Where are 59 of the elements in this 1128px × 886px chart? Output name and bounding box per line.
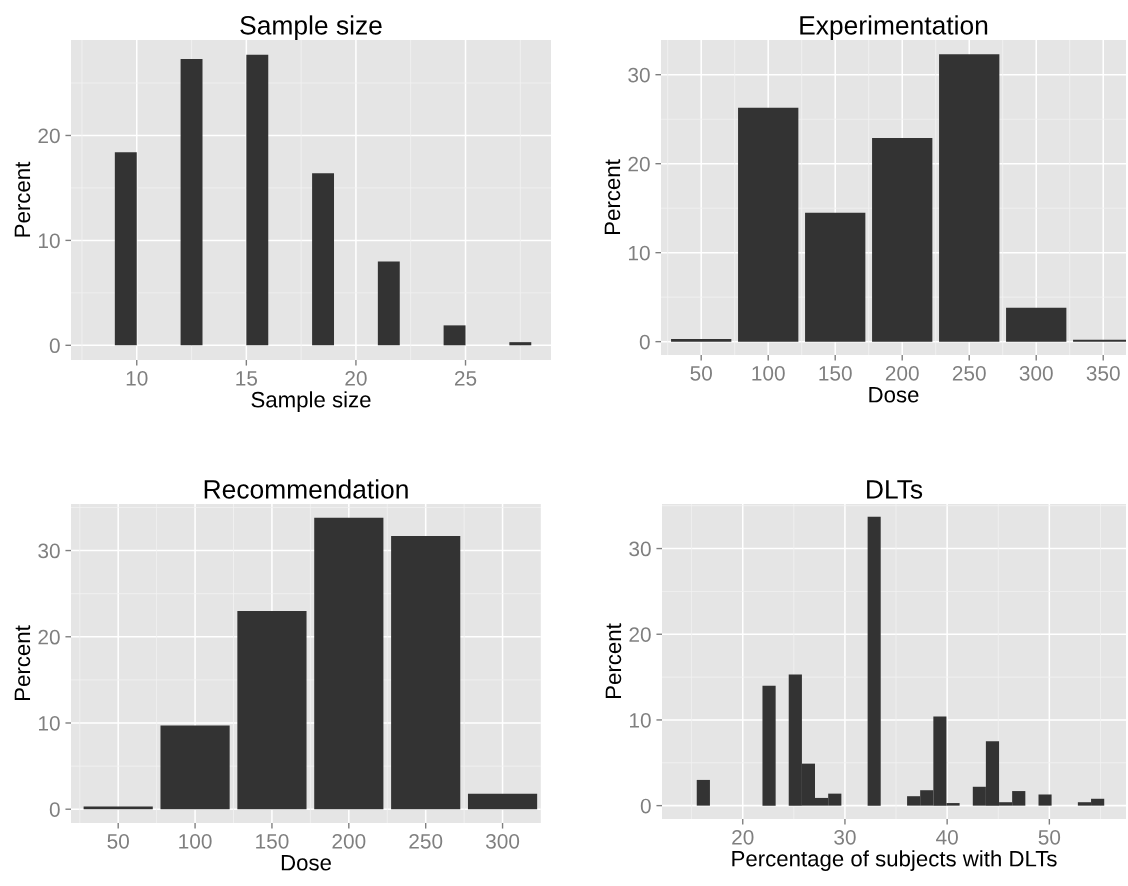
x-tick-label: 30	[834, 829, 856, 845]
y-tick-label: 0	[640, 798, 651, 814]
x-axis-title: Percentage of subjects with DLTs	[732, 850, 1057, 871]
y-tick-label: 10	[39, 233, 60, 249]
x-tick-label: 250	[409, 833, 443, 849]
y-axis-title: Percent	[14, 161, 31, 237]
chart-title: Sample size	[240, 15, 382, 40]
bar	[738, 107, 799, 342]
y-tick-label: 10	[629, 245, 650, 261]
x-tick-label: 200	[885, 365, 919, 381]
y-tick-label: 20	[38, 128, 60, 144]
bar	[671, 338, 732, 342]
y-axis-title: Percent	[14, 625, 31, 700]
x-tick-label: 200	[332, 833, 366, 849]
bar	[805, 212, 866, 342]
x-axis-title: Dose	[281, 855, 331, 871]
x-tick-label: 20	[732, 829, 754, 845]
x-tick-label: 50	[1038, 829, 1061, 845]
bar	[160, 725, 230, 810]
x-tick-label: 150	[819, 365, 852, 381]
x-tick-label: 300	[485, 833, 520, 849]
chart-title: DLTs	[867, 480, 923, 499]
bar	[467, 793, 538, 810]
y-axis-title: Percent	[605, 623, 622, 698]
y-tick-label: 20	[629, 627, 651, 642]
y-tick-label: 0	[639, 334, 650, 350]
x-tick-label: 40	[936, 829, 958, 845]
y-tick-label: 30	[629, 541, 651, 557]
x-tick-label: 50	[107, 833, 129, 849]
bar	[314, 517, 384, 810]
bar	[1006, 307, 1067, 342]
x-axis-title: Sample size	[251, 391, 371, 412]
x-tick-label: 25	[454, 370, 477, 386]
bar	[939, 54, 1000, 342]
y-tick-label: 20	[38, 629, 60, 645]
x-tick-label: 50	[690, 365, 712, 381]
x-tick-label: 20	[345, 370, 367, 386]
x-tick-label: 150	[256, 833, 289, 849]
chart-title: Recommendation	[204, 479, 408, 499]
y-tick-label: 20	[628, 156, 650, 172]
y-tick-label: 0	[49, 338, 60, 354]
x-tick-label: 100	[752, 365, 785, 381]
x-tick-label: 10	[126, 370, 148, 386]
x-tick-label: 300	[1019, 365, 1053, 381]
chart-title: Experimentation	[800, 15, 988, 40]
bar	[391, 535, 461, 810]
x-tick-label: 15	[236, 371, 258, 386]
bar	[872, 137, 933, 342]
y-tick-label: 10	[39, 715, 60, 731]
y-tick-label: 30	[628, 67, 650, 83]
x-tick-label: 350	[1086, 365, 1120, 381]
x-tick-label: 250	[952, 365, 986, 381]
y-tick-label: 30	[38, 543, 60, 559]
y-tick-label: 10	[630, 712, 651, 728]
x-tick-label: 100	[179, 833, 212, 849]
bar	[237, 610, 307, 810]
y-tick-label: 0	[49, 802, 60, 817]
y-axis-title: Percent	[604, 159, 621, 234]
x-axis-title: Dose	[869, 387, 919, 403]
